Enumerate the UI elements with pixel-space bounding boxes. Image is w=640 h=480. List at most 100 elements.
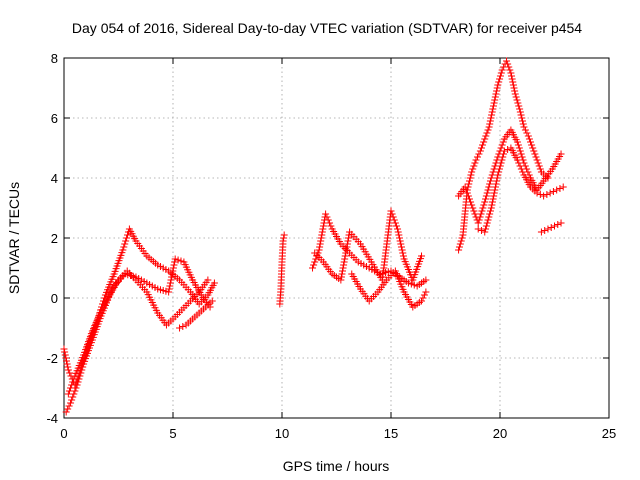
data-point [179, 323, 187, 330]
data-point [464, 192, 472, 200]
data-point [165, 285, 173, 293]
data-point [537, 228, 545, 236]
data-point [514, 141, 522, 149]
data-point [344, 234, 352, 242]
data-point [525, 135, 533, 143]
plot-frame [63, 57, 610, 419]
data-point [466, 174, 474, 182]
data-point [523, 129, 531, 137]
data-point [493, 174, 501, 182]
data-point [398, 246, 406, 254]
data-point [517, 150, 525, 158]
data-point [420, 291, 428, 299]
data-point [407, 280, 415, 288]
data-point [489, 105, 497, 113]
data-point [394, 228, 402, 236]
data-point [540, 192, 548, 200]
data-point [496, 75, 504, 83]
data-point [530, 147, 538, 155]
data-point [343, 243, 351, 251]
data-point [497, 159, 505, 167]
y-tick-label: 2 [51, 231, 58, 246]
data-point [171, 258, 179, 266]
data-point [169, 264, 177, 272]
data-point [310, 261, 318, 269]
data-point [397, 243, 405, 251]
data-point [166, 282, 174, 290]
data-point [476, 147, 484, 155]
data-point [419, 294, 427, 302]
data-point [396, 234, 404, 242]
y-axis-label: SDTVAR / TECUs [6, 182, 22, 294]
y-tick-label: 6 [51, 111, 58, 126]
data-point [491, 96, 499, 104]
data-point [499, 138, 507, 146]
data-point [483, 189, 491, 197]
data-point [389, 213, 397, 221]
data-point [316, 243, 324, 251]
data-point [176, 324, 184, 332]
data-point [69, 393, 77, 401]
data-point [486, 117, 494, 125]
data-point [455, 243, 463, 251]
data-point [394, 225, 402, 233]
data-point [471, 159, 479, 167]
data-point [319, 225, 327, 233]
data-point [317, 237, 325, 245]
data-point [341, 252, 349, 260]
data-point [486, 210, 494, 218]
data-point [472, 156, 480, 164]
data-point [165, 288, 173, 296]
y-tick-label: -2 [46, 351, 58, 366]
x-tick-label: 20 [493, 426, 507, 441]
data-point [168, 273, 176, 281]
data-point [488, 111, 496, 119]
data-point [510, 84, 518, 92]
data-point [463, 189, 471, 197]
data-point [470, 162, 478, 170]
x-tick-label: 25 [602, 426, 616, 441]
data-point [469, 165, 477, 173]
data-point [500, 150, 508, 158]
data-point [559, 183, 567, 191]
data-point [491, 183, 499, 191]
y-tick-label: 0 [51, 291, 58, 306]
data-point [62, 354, 70, 362]
data-point [461, 183, 469, 191]
data-point [392, 222, 400, 230]
data-point [62, 408, 70, 416]
data-point [490, 189, 498, 197]
x-axis-label: GPS time / hours [283, 458, 390, 474]
data-point [511, 90, 519, 98]
data-point [557, 219, 565, 227]
data-point [64, 405, 72, 413]
data-point [482, 192, 490, 200]
data-point [477, 144, 485, 152]
data-point [518, 114, 526, 122]
data-point [68, 396, 76, 404]
data-point [488, 201, 496, 209]
data-point [469, 204, 477, 212]
data-point [517, 165, 525, 173]
data-point [468, 168, 476, 176]
data-point [535, 162, 543, 170]
data-point [519, 117, 527, 125]
data-point [515, 144, 523, 152]
data-point [468, 201, 476, 209]
data-point [342, 246, 350, 254]
data-point [482, 195, 490, 203]
data-point [399, 249, 407, 257]
data-point [481, 228, 489, 236]
data-point [509, 78, 517, 86]
data-point [68, 381, 76, 389]
data-point [516, 108, 524, 116]
data-point [513, 156, 521, 164]
data-point [475, 150, 483, 158]
data-point [487, 114, 495, 122]
data-point [470, 207, 478, 215]
data-point [482, 222, 490, 230]
data-point [64, 366, 72, 374]
data-point [318, 231, 326, 239]
data-point [62, 357, 70, 365]
